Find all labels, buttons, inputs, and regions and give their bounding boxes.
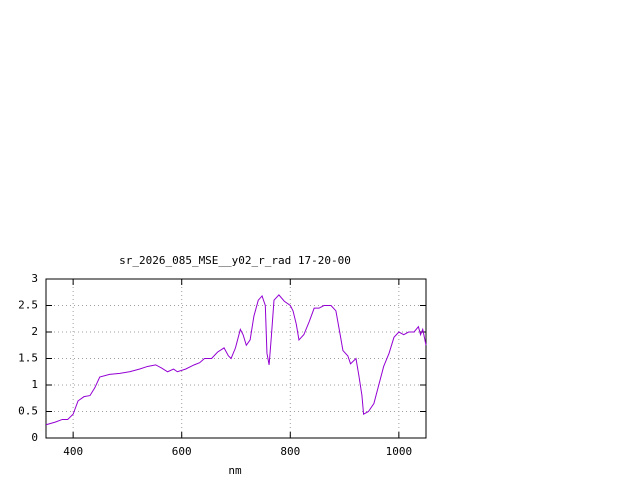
line bbox=[45, 294, 427, 426]
x-tick-label: 400 bbox=[63, 445, 83, 458]
y-tick-label: 2 bbox=[31, 325, 38, 338]
x-axis-label: nm bbox=[228, 464, 242, 477]
x-tick-label: 800 bbox=[280, 445, 300, 458]
y-tick-label: 3 bbox=[31, 272, 38, 285]
plot-border bbox=[45, 278, 427, 439]
y-tick-label: 2.5 bbox=[18, 299, 38, 312]
chart-title: sr_2026_085_MSE__y02_r_rad 17-20-00 bbox=[119, 254, 351, 267]
y-tick-label: 0.5 bbox=[18, 405, 38, 418]
y-tick-label: 0 bbox=[31, 431, 38, 444]
x-tick-label: 600 bbox=[172, 445, 192, 458]
x-tick-label: 1000 bbox=[386, 445, 413, 458]
y-tick-label: 1 bbox=[31, 378, 38, 391]
y-tick-label: 1.5 bbox=[18, 352, 38, 365]
